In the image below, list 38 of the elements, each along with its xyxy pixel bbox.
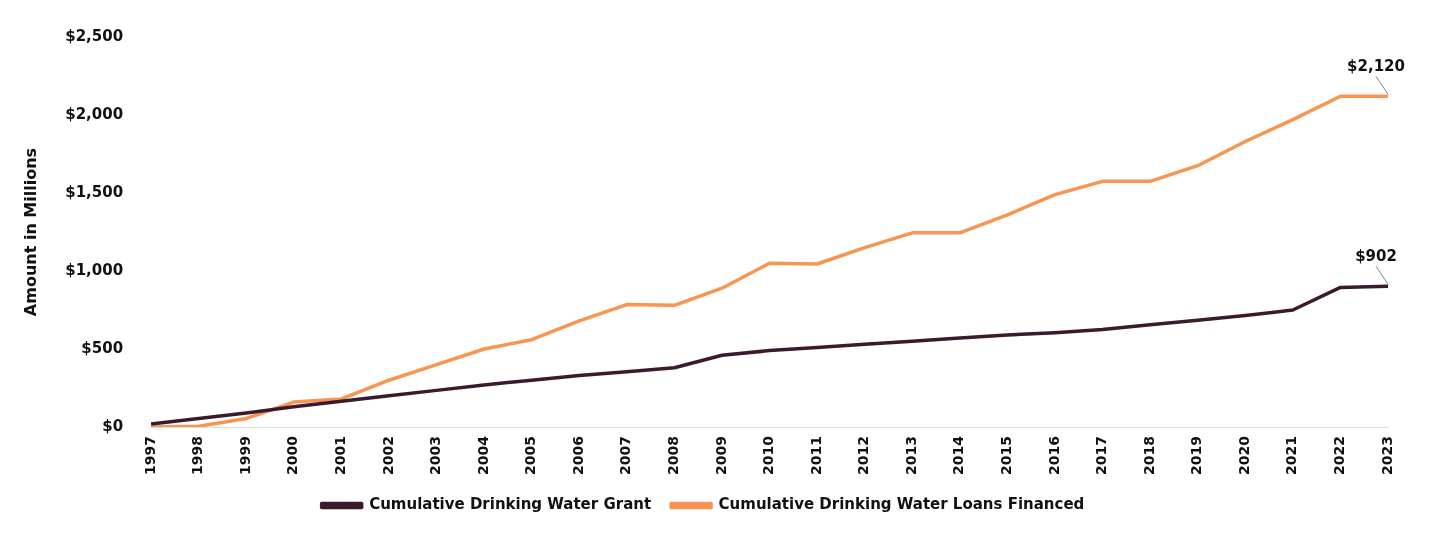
y-tick-label: $500: [81, 338, 124, 357]
y-tick-label: $0: [102, 416, 124, 435]
y-tick-label: $1,500: [65, 182, 124, 201]
x-tick-label: 2011: [807, 436, 824, 475]
x-tick-label: 2009: [712, 436, 729, 475]
x-tick-label: 2017: [1093, 436, 1110, 475]
x-tick-label: 2012: [855, 436, 872, 475]
x-tick-label: 2005: [522, 436, 539, 475]
x-tick-label: 2004: [474, 435, 491, 475]
x-tick-label: 2015: [998, 436, 1015, 475]
x-tick-label: 2022: [1331, 436, 1348, 475]
x-tick-label: 2003: [427, 436, 444, 475]
x-tick-label: 2000: [284, 435, 301, 475]
x-tick-label: 2019: [1188, 436, 1205, 475]
y-tick-label: $2,000: [65, 104, 124, 123]
x-tick-label: 1998: [189, 436, 206, 475]
x-tick-label: 2006: [569, 436, 586, 475]
x-tick-label: 2013: [902, 436, 919, 475]
data-label: $2,120: [1347, 56, 1405, 75]
x-tick-label: 2016: [1045, 436, 1062, 475]
data-label: $902: [1355, 246, 1397, 265]
x-tick-label: 1999: [236, 436, 253, 475]
legend-label: Cumulative Drinking Water Loans Financed: [718, 495, 1085, 514]
x-tick-label: 2010: [760, 435, 777, 475]
y-tick-label: $2,500: [65, 26, 124, 45]
x-tick-label: 2008: [665, 436, 682, 475]
x-tick-label: 2020: [1235, 435, 1252, 475]
x-tick-label: 2018: [1140, 436, 1157, 475]
legend-label: Cumulative Drinking Water Grant: [369, 495, 652, 514]
x-tick-label: 2002: [379, 436, 396, 475]
x-tick-label: 2007: [617, 436, 634, 475]
x-tick-label: 2001: [332, 436, 349, 475]
y-tick-label: $1,000: [65, 260, 124, 279]
y-axis-title: Amount in Millions: [20, 147, 40, 317]
x-tick-label: 2021: [1283, 436, 1300, 475]
x-tick-label: 2023: [1378, 436, 1395, 475]
x-tick-label: 2014: [950, 435, 967, 475]
x-tick-label: 1997: [141, 436, 158, 475]
